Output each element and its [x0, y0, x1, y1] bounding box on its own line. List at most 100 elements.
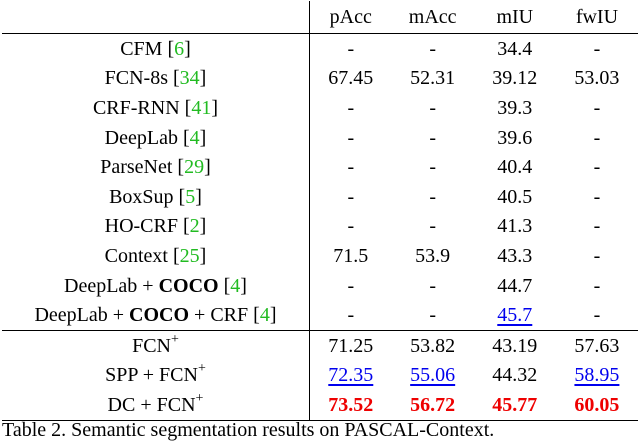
- method-name: DeepLab +: [64, 274, 159, 297]
- macc-cell: -: [429, 126, 436, 149]
- method-name: FCN: [132, 334, 171, 357]
- method-name: CRF-RNN: [92, 96, 180, 119]
- fwiu-cell: 57.63: [555, 329, 638, 361]
- citation-link[interactable]: 29: [184, 156, 205, 179]
- pacc-cell: -: [347, 96, 355, 119]
- method-cell: DC + FCN+: [2, 390, 310, 421]
- method-cell: DeepLab + COCO + CRF [4]: [2, 300, 310, 331]
- header-miu: mIU: [473, 1, 556, 34]
- method-superscript: +: [170, 331, 179, 347]
- results-table: pAcc mAcc mIU fwIU CFM [6] - - 34.4 - FC…: [2, 1, 638, 421]
- method-name: BoxSup: [109, 185, 174, 208]
- pacc-cell: 72.35: [309, 361, 391, 391]
- table-row: CRF-RNN [41] - - 39.3 -: [2, 93, 638, 123]
- method-name: Context: [104, 244, 168, 267]
- citation-link[interactable]: 6: [174, 37, 185, 60]
- table-caption: Table 2. Semantic segmentation results o…: [2, 419, 495, 441]
- macc-cell: -: [429, 37, 436, 60]
- citation-link[interactable]: 41: [191, 96, 212, 119]
- table-row: SPP + FCN+ 72.35 55.06 44.32 58.95: [2, 360, 638, 391]
- citation-link[interactable]: 34: [179, 67, 200, 90]
- pacc-cell: -: [347, 126, 355, 149]
- second-best-value: 58.95: [574, 364, 620, 387]
- method-dataset: COCO: [129, 304, 190, 327]
- second-best-value: 72.35: [328, 364, 374, 387]
- header-pacc: pAcc: [309, 1, 392, 34]
- fwiu-cell: -: [593, 96, 601, 119]
- miu-cell: 39.6: [497, 126, 533, 149]
- header-fwiu: fwIU: [555, 1, 638, 34]
- pacc-cell: 71.25: [309, 329, 392, 361]
- macc-cell: -: [429, 185, 436, 208]
- method-cell: SPP + FCN+: [2, 360, 310, 391]
- miu-cell: 34.4: [497, 37, 533, 60]
- citation-link[interactable]: 4: [189, 126, 200, 149]
- macc-cell: 53.9: [415, 244, 451, 267]
- citation-link[interactable]: 25: [179, 244, 200, 267]
- table-row: HO-CRF [2] - - 41.3 -: [2, 211, 638, 242]
- header-row: pAcc mAcc mIU fwIU: [2, 1, 638, 34]
- miu-cell: 43.3: [497, 244, 533, 267]
- pacc-cell: -: [347, 304, 355, 327]
- table-row: Context [25] 71.5 53.9 43.3 -: [2, 241, 638, 271]
- pacc-cell: -: [347, 156, 355, 179]
- fwiu-cell: -: [593, 304, 601, 327]
- method-name: DeepLab: [104, 126, 178, 149]
- pacc-cell: 71.5: [333, 244, 369, 267]
- method-name: DeepLab +: [34, 304, 130, 327]
- method-cell: CFM [6]: [2, 33, 310, 64]
- miu-cell: 44.7: [497, 274, 533, 297]
- method-superscript: +: [197, 361, 206, 377]
- table-row: ParseNet [29] - - 40.4 -: [2, 152, 638, 182]
- pacc-cell: -: [347, 215, 355, 238]
- macc-cell: 56.72: [391, 390, 474, 421]
- method-dataset: COCO: [158, 274, 219, 297]
- fwiu-cell: 58.95: [556, 361, 638, 391]
- macc-cell: -: [429, 274, 436, 297]
- macc-cell: 53.82: [391, 329, 474, 361]
- macc-cell: 55.06: [392, 361, 474, 391]
- fwiu-cell: -: [593, 274, 601, 297]
- pacc-cell: -: [347, 185, 355, 208]
- fwiu-cell: 60.05: [555, 390, 638, 421]
- miu-cell: 45.77: [473, 390, 556, 421]
- method-name: ParseNet: [100, 156, 173, 179]
- method-name: SPP + FCN: [105, 364, 198, 387]
- citation-link[interactable]: 4: [259, 304, 270, 327]
- best-value: 45.77: [492, 393, 538, 416]
- fwiu-cell: -: [593, 215, 601, 238]
- citation-link[interactable]: 5: [185, 185, 196, 208]
- macc-cell: -: [429, 156, 436, 179]
- miu-cell: 40.4: [497, 156, 533, 179]
- method-cell: FCN-8s [34]: [2, 63, 310, 94]
- table-row: DeepLab + COCO + CRF [4] - - 45.7 -: [2, 300, 638, 331]
- method-cell: FCN+: [2, 329, 310, 361]
- method-cell: Context [25]: [2, 241, 310, 271]
- method-cell: BoxSup [5]: [2, 181, 310, 212]
- method-suffix: + CRF: [189, 304, 249, 327]
- macc-cell: 52.31: [410, 67, 456, 90]
- pacc-cell: -: [347, 37, 355, 60]
- miu-cell: 44.32: [492, 364, 538, 387]
- table-row: DC + FCN+ 73.52 56.72 45.77 60.05: [2, 390, 638, 421]
- pacc-cell: 67.45: [328, 67, 374, 90]
- citation-link[interactable]: 4: [230, 274, 241, 297]
- header-macc: mAcc: [391, 1, 474, 34]
- method-name: DC + FCN: [107, 393, 196, 416]
- citation-link[interactable]: 2: [189, 215, 200, 238]
- fwiu-cell: -: [593, 244, 601, 267]
- header-method: [2, 1, 310, 34]
- method-cell: DeepLab + COCO [4]: [2, 270, 310, 301]
- table-row: CFM [6] - - 34.4 -: [2, 33, 638, 64]
- miu-cell: 39.3: [497, 96, 533, 119]
- pacc-cell: -: [347, 274, 355, 297]
- macc-cell: -: [429, 96, 436, 119]
- best-value: 60.05: [574, 393, 620, 416]
- miu-cell: 45.7: [474, 300, 556, 330]
- second-best-value: 55.06: [410, 364, 456, 387]
- fwiu-cell: 53.03: [574, 67, 620, 90]
- miu-cell: 39.12: [492, 67, 538, 90]
- method-cell: CRF-RNN [41]: [2, 93, 310, 123]
- method-name: CFM: [120, 37, 163, 60]
